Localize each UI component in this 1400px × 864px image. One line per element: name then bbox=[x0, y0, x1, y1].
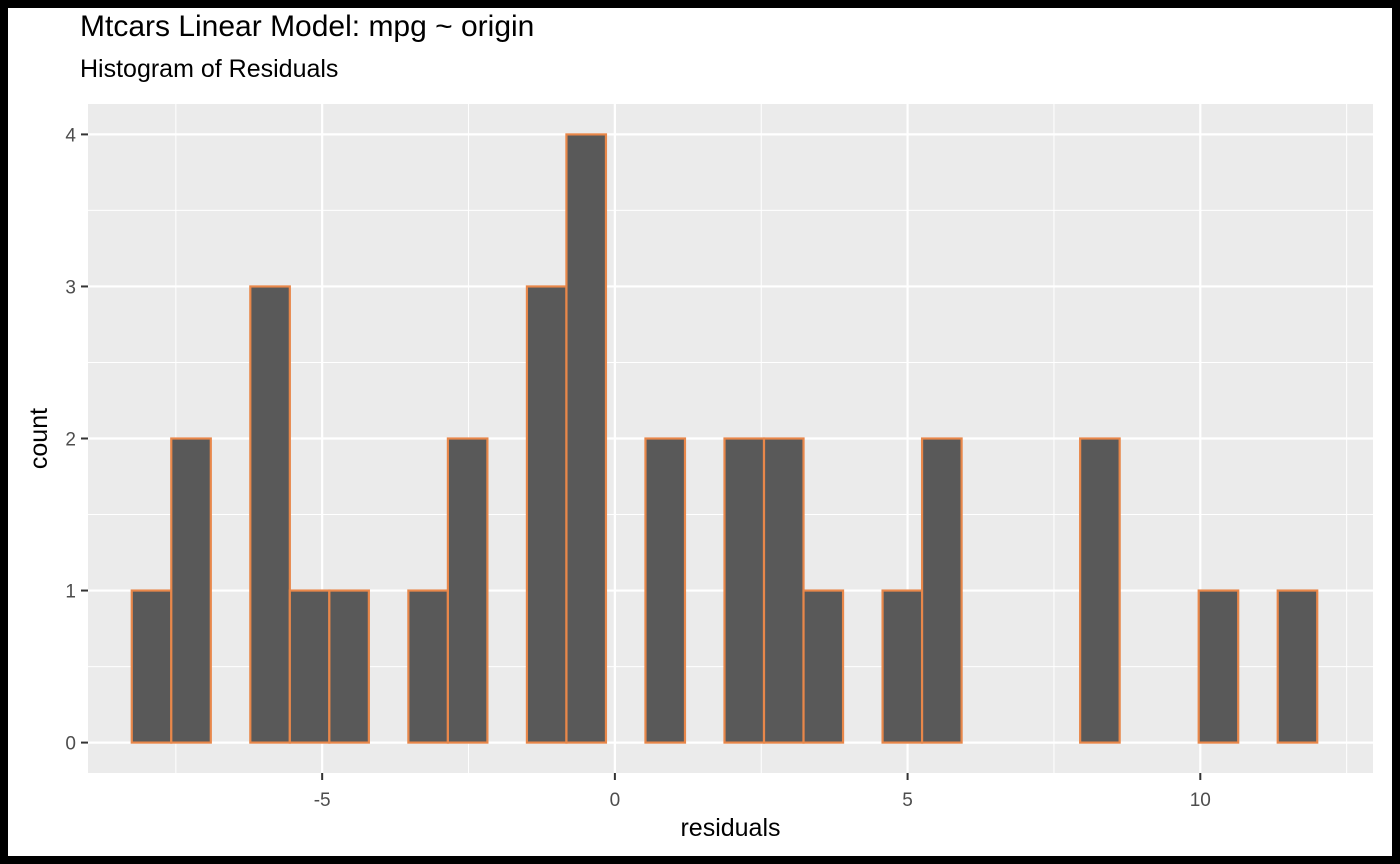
y-tick-label: 3 bbox=[65, 277, 76, 298]
chart-subtitle: Histogram of Residuals bbox=[80, 55, 339, 83]
y-tick-label: 4 bbox=[65, 125, 76, 146]
histogram-bar bbox=[1197, 589, 1240, 744]
histogram-bar bbox=[920, 437, 963, 744]
x-tick-label: 5 bbox=[902, 790, 913, 811]
histogram-bar bbox=[170, 437, 212, 744]
histogram-bar bbox=[328, 589, 370, 744]
x-tick-label: 10 bbox=[1190, 790, 1211, 811]
histogram-bar bbox=[525, 285, 568, 744]
histogram-bar bbox=[249, 285, 291, 744]
x-tick-label: 0 bbox=[610, 790, 621, 811]
y-tick-label: 2 bbox=[65, 430, 76, 451]
x-axis: -5 0 5 10 bbox=[314, 773, 1211, 811]
histogram-bar bbox=[288, 589, 331, 744]
histogram-bar bbox=[130, 589, 173, 744]
y-axis-title: count bbox=[25, 408, 53, 469]
histogram-bar bbox=[762, 437, 805, 744]
y-axis: 0 1 2 3 4 bbox=[65, 125, 88, 755]
histogram-bar bbox=[565, 133, 608, 744]
x-tick-label: -5 bbox=[314, 790, 331, 811]
y-tick-label: 1 bbox=[65, 582, 76, 603]
histogram-bar bbox=[644, 437, 687, 744]
histogram-bar bbox=[881, 589, 924, 744]
chart-title: Mtcars Linear Model: mpg ~ origin bbox=[80, 10, 535, 43]
histogram-bar bbox=[1276, 589, 1319, 744]
histogram-bar bbox=[446, 437, 489, 744]
histogram-bars bbox=[130, 133, 1319, 744]
histogram-bar bbox=[802, 589, 845, 744]
histogram-bar bbox=[723, 437, 766, 744]
y-tick-label: 0 bbox=[65, 734, 76, 755]
histogram-bar bbox=[407, 589, 449, 744]
histogram-bar bbox=[1079, 437, 1121, 744]
x-axis-title: residuals bbox=[680, 814, 780, 842]
